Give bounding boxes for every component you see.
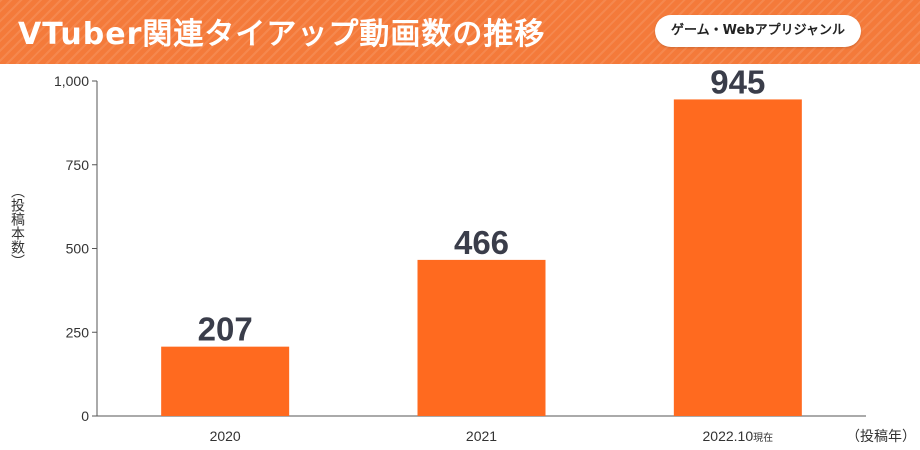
y-tick-label: 750	[66, 157, 90, 173]
title-banner: VTuber関連タイアップ動画数の推移 ゲーム・Webアプリジャンル	[0, 0, 920, 64]
chart-title: VTuber関連タイアップ動画数の推移	[18, 17, 546, 52]
y-tick-label: 0	[81, 408, 89, 424]
y-tick-label: 250	[66, 324, 90, 340]
y-axis-label: （投稿本数）	[9, 184, 25, 268]
genre-badge: ゲーム・Webアプリジャンル	[655, 15, 861, 47]
x-tick-label: 2020	[210, 428, 241, 444]
data-label: 207	[198, 311, 253, 348]
data-label: 466	[454, 224, 509, 261]
y-tick-label: 500	[66, 241, 90, 257]
x-tick-label: 2021	[466, 428, 497, 444]
y-tick-label: 1,000	[54, 73, 89, 89]
data-label: 945	[710, 63, 765, 100]
bar	[417, 259, 546, 416]
x-axis-label: （投稿年）	[846, 428, 916, 444]
bar	[161, 346, 290, 416]
x-tick-label: 2022.10現在	[703, 428, 774, 444]
bar	[673, 99, 802, 417]
